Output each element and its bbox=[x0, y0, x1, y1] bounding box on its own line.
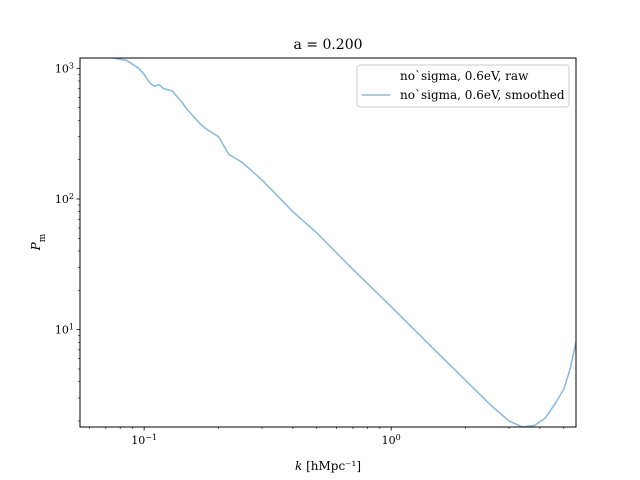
y-tick-label: 101 bbox=[55, 322, 74, 337]
x-tick-label: 10−1 bbox=[131, 433, 157, 448]
series-layer bbox=[113, 58, 576, 427]
x-tick-label: 100 bbox=[382, 433, 401, 448]
legend: no`sigma, 0.6eV, raw no`sigma, 0.6eV, sm… bbox=[356, 64, 570, 108]
series-line-1 bbox=[113, 58, 576, 427]
plot-frame bbox=[79, 57, 577, 428]
chart-title: a = 0.200 bbox=[293, 37, 362, 53]
legend-label-smoothed: no`sigma, 0.6eV, smoothed bbox=[400, 88, 565, 102]
y-axis-label: Pm bbox=[29, 233, 48, 251]
x-axis-label: k [hMpc⁻¹] bbox=[295, 459, 361, 473]
legend-label-raw: no`sigma, 0.6eV, raw bbox=[400, 69, 529, 83]
legend-box bbox=[356, 64, 570, 108]
y-tick-label: 102 bbox=[55, 192, 74, 207]
y-tick-label: 103 bbox=[55, 61, 74, 76]
